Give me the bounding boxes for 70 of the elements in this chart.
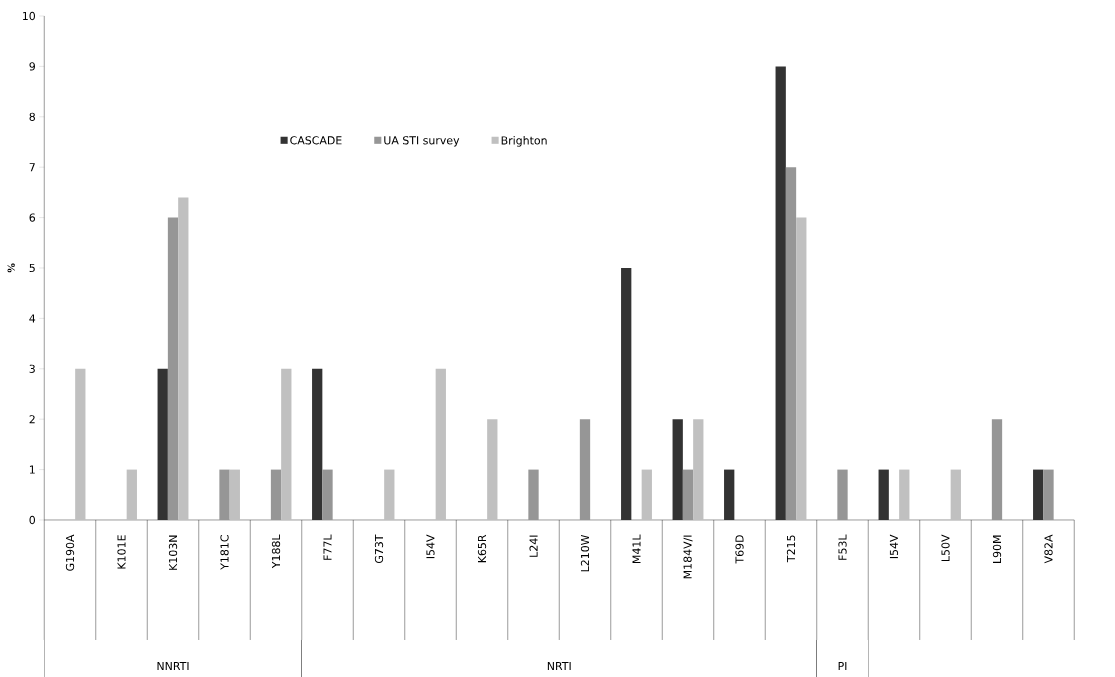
y-tick-label: 1 bbox=[29, 465, 35, 474]
x-tick-label: L90M bbox=[992, 535, 1002, 563]
bar bbox=[878, 469, 889, 520]
x-tick-label: M41L bbox=[632, 534, 641, 563]
bar bbox=[641, 469, 652, 520]
bar bbox=[528, 469, 539, 520]
bar bbox=[487, 419, 498, 520]
x-tick-label: M184V/I bbox=[683, 535, 693, 579]
bar bbox=[693, 419, 704, 520]
bar bbox=[1043, 469, 1054, 520]
text: PI bbox=[838, 662, 847, 670]
x-tick-label: K65R bbox=[477, 534, 487, 563]
bar bbox=[775, 66, 786, 520]
bar bbox=[322, 469, 333, 520]
bar bbox=[682, 469, 694, 520]
x-tick-label: K103N bbox=[168, 535, 178, 570]
x-tick-label: F53L bbox=[838, 534, 847, 560]
bar bbox=[178, 197, 189, 520]
y-tick-label: 2 bbox=[29, 415, 35, 424]
y-tick-label: 7 bbox=[29, 163, 35, 172]
bar bbox=[219, 469, 230, 520]
legend-label: UA STI survey bbox=[384, 136, 460, 147]
bar bbox=[229, 469, 240, 520]
bar bbox=[991, 419, 1003, 520]
y-axis-title: % bbox=[7, 263, 15, 273]
x-tick-label: L50V bbox=[941, 534, 950, 561]
bar bbox=[785, 167, 797, 520]
y-tick-label: 6 bbox=[29, 213, 36, 222]
x-tick-label: Y181C bbox=[220, 535, 229, 570]
x-tick-label: K101E bbox=[117, 535, 126, 569]
bar bbox=[724, 469, 735, 520]
x-tick-label: F77L bbox=[323, 534, 332, 560]
bar bbox=[621, 267, 632, 520]
x-tick-label: G190A bbox=[65, 534, 75, 571]
x-tick-label: G73T bbox=[374, 534, 384, 564]
x-tick-label: Y188L bbox=[271, 534, 281, 569]
legend-label: Brighton bbox=[501, 136, 547, 147]
bar bbox=[672, 419, 683, 520]
y-tick-label: 8 bbox=[29, 112, 35, 121]
bar bbox=[75, 368, 86, 520]
bar bbox=[579, 419, 591, 520]
bar bbox=[281, 368, 292, 520]
bar bbox=[796, 217, 807, 520]
bar bbox=[126, 469, 137, 520]
bar bbox=[435, 368, 446, 520]
x-tick-label: I54V bbox=[426, 534, 435, 559]
text: NRTI bbox=[547, 662, 571, 670]
x-tick-label: L24I bbox=[529, 535, 538, 557]
x-tick-label: I54V bbox=[889, 534, 899, 559]
legend-label: CASCADE bbox=[290, 136, 342, 145]
bar bbox=[837, 469, 848, 520]
y-tick-label: 10 bbox=[23, 11, 35, 21]
y-tick-label: 5 bbox=[29, 263, 35, 273]
y-tick-label: 3 bbox=[29, 364, 35, 373]
y-tick-label: 4 bbox=[29, 314, 36, 323]
bar bbox=[384, 469, 395, 520]
x-tick-label: V82A bbox=[1044, 534, 1053, 564]
bar bbox=[950, 469, 961, 520]
y-tick-label: 0 bbox=[29, 515, 35, 525]
bar bbox=[167, 217, 179, 520]
bar bbox=[1033, 469, 1044, 520]
text: NNRTI bbox=[157, 662, 189, 670]
bar bbox=[157, 368, 168, 520]
bar bbox=[270, 469, 282, 520]
x-tick-label: L210W bbox=[580, 534, 590, 572]
bar bbox=[312, 368, 323, 520]
y-tick-label: 9 bbox=[29, 62, 35, 71]
x-tick-label: T69D bbox=[735, 535, 744, 564]
bar bbox=[899, 469, 910, 520]
x-tick-label: T215 bbox=[786, 535, 796, 563]
